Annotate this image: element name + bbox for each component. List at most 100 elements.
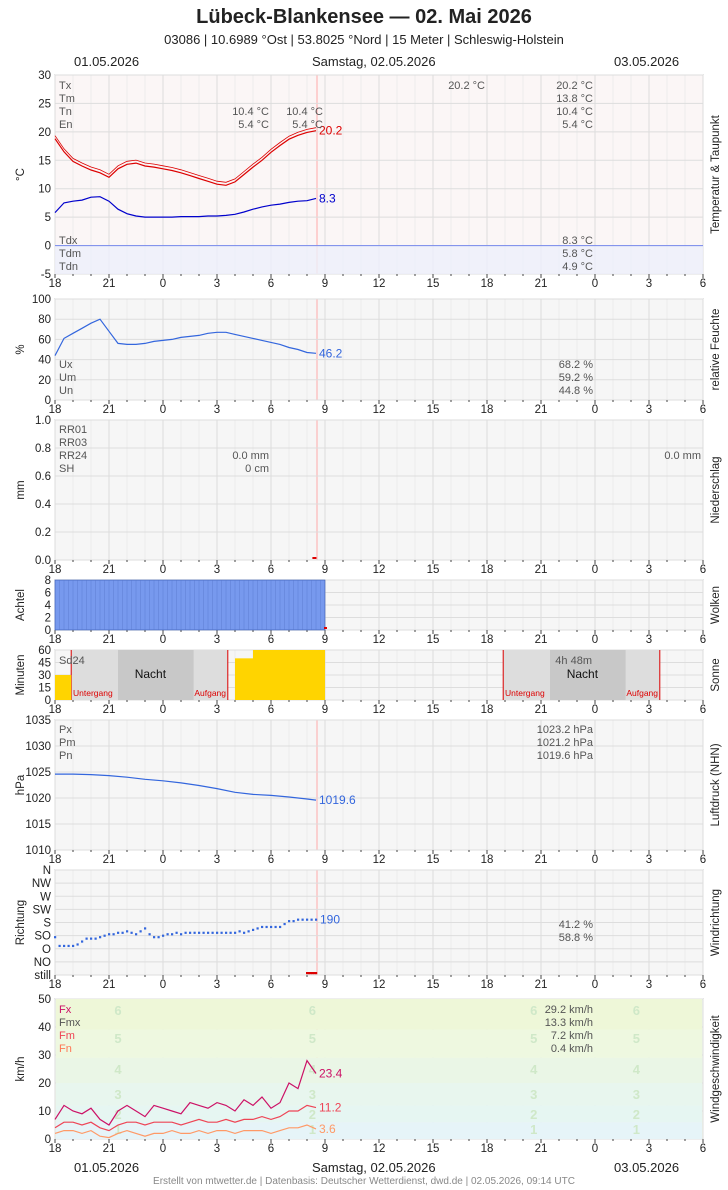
series-end-label: 46.2 xyxy=(319,346,343,360)
x-tick-label: 21 xyxy=(103,979,116,991)
beaufort-label: 1 xyxy=(530,1122,537,1137)
y-tick-label: 100 xyxy=(32,294,51,306)
wind-dir-point xyxy=(153,936,156,939)
stat-value: 10.4 °C xyxy=(556,106,593,118)
wind-dir-point xyxy=(58,944,61,948)
x-tick-label: 12 xyxy=(373,979,386,991)
y-tick-label: 20 xyxy=(38,375,51,387)
y-tick-label: 1015 xyxy=(25,819,51,831)
sun-bar xyxy=(55,675,72,700)
y-axis-label: % xyxy=(15,344,27,354)
beaufort-band xyxy=(56,999,702,1030)
wind-dir-point xyxy=(247,930,250,933)
wind-dir-point xyxy=(117,931,120,934)
x-tick-label: 12 xyxy=(373,1143,386,1155)
x-tick-label: 3 xyxy=(214,979,220,991)
wind-dir-point xyxy=(225,931,228,934)
wind-dir-point xyxy=(184,931,187,934)
y-tick-label: 60 xyxy=(38,645,51,657)
station-info: 03086 | 10.6989 °Ost | 53.8025 °Nord | 1… xyxy=(164,32,564,47)
beaufort-label: 6 xyxy=(530,1003,537,1018)
side-label: Windgeschwindigkeit xyxy=(710,1015,722,1123)
beaufort-band xyxy=(56,1122,702,1139)
x-tick-label: 18 xyxy=(49,704,62,716)
stat-label: Tdx xyxy=(59,235,78,247)
y-tick-label: 40 xyxy=(38,1022,51,1034)
x-tick-label: 9 xyxy=(322,634,328,646)
stat-value: 29.2 km/h xyxy=(545,1004,593,1016)
x-tick-label: 21 xyxy=(103,704,116,716)
stat-label: Fx xyxy=(59,1004,72,1016)
date-bar-top: 01.05.2026 Samstag, 02.05.2026 03.05.202… xyxy=(0,54,728,72)
x-tick-label: 6 xyxy=(268,404,274,416)
x-tick-label: 21 xyxy=(535,278,548,290)
x-tick-label: 18 xyxy=(481,564,494,576)
x-tick-label: 0 xyxy=(592,634,598,646)
y-tick-label: 0 xyxy=(45,395,51,407)
wind-dir-point xyxy=(220,931,223,934)
wind-dir-end-label: 190 xyxy=(320,913,340,927)
x-tick-label: 15 xyxy=(427,704,440,716)
x-tick-label: 21 xyxy=(103,404,116,416)
y-tick-label: 30 xyxy=(38,70,51,82)
night-label: Nacht xyxy=(135,667,167,681)
stat-value: 44.8 % xyxy=(559,385,593,397)
wind-dir-point xyxy=(256,927,259,930)
x-tick-label: 12 xyxy=(373,854,386,866)
x-tick-label: 3 xyxy=(646,1143,652,1155)
sd24-label: Sd24 xyxy=(59,655,85,667)
y-tick-label: 0.8 xyxy=(35,443,51,455)
beaufort-label: 6 xyxy=(114,1003,121,1018)
x-tick-label: 0 xyxy=(592,564,598,576)
x-tick-label: 3 xyxy=(646,278,652,290)
stat-label: RR03 xyxy=(59,437,87,449)
x-tick-label: 3 xyxy=(214,278,220,290)
wind-dir-point xyxy=(311,972,314,975)
side-label: Niederschlag xyxy=(710,456,722,523)
y-axis-label: Achtel xyxy=(15,589,27,621)
wind-dir-point xyxy=(63,944,66,948)
stat-value: 10.4 °C xyxy=(286,106,323,118)
x-tick-label: 21 xyxy=(103,1143,116,1155)
y-tick-label: 1.0 xyxy=(35,415,51,427)
stat-value: 1019.6 hPa xyxy=(537,750,594,762)
x-tick-label: 15 xyxy=(427,1143,440,1155)
stat-value: 20.2 °C xyxy=(448,80,485,92)
stat-label: Tx xyxy=(59,80,72,92)
wind-dir-point xyxy=(288,920,291,923)
stat-label: Fn xyxy=(59,1043,72,1055)
stat-label: Ux xyxy=(59,359,73,371)
series-line-0 xyxy=(54,318,317,356)
x-tick-label: 18 xyxy=(49,1143,62,1155)
y-tick-label: 15 xyxy=(38,683,51,695)
y-tick-label: 6 xyxy=(45,588,51,600)
beaufort-label: 4 xyxy=(633,1062,641,1077)
y-axis-label: °C xyxy=(15,168,27,181)
x-tick-label: 18 xyxy=(481,404,494,416)
y-tick-label: 50 xyxy=(38,994,51,1006)
y-tick-label: 0 xyxy=(45,695,51,707)
beaufort-label: 1 xyxy=(309,1122,316,1137)
wind-dir-point xyxy=(270,925,273,929)
y-tick-label: 2 xyxy=(45,613,51,625)
stat-value: 0.4 km/h xyxy=(551,1043,593,1055)
x-tick-label: 9 xyxy=(322,278,328,290)
y-tick-label: still xyxy=(34,970,51,982)
x-tick-label: 9 xyxy=(322,564,328,576)
beaufort-band xyxy=(56,1029,702,1058)
y-tick-label: 0.2 xyxy=(35,527,51,539)
stat-label: Pn xyxy=(59,750,72,762)
wind-dir-point xyxy=(162,934,165,937)
x-tick-label: 6 xyxy=(700,854,706,866)
x-tick-label: 21 xyxy=(103,634,116,646)
beaufort-label: 3 xyxy=(309,1087,316,1102)
x-tick-label: 15 xyxy=(427,979,440,991)
x-tick-label: 0 xyxy=(592,854,598,866)
series-line-max xyxy=(54,127,317,183)
side-label: Temperatur & Taupunkt xyxy=(710,114,722,233)
x-tick-label: 3 xyxy=(646,564,652,576)
wind-dir-point xyxy=(148,933,151,936)
x-tick-label: 15 xyxy=(427,404,440,416)
x-tick-label: 6 xyxy=(268,979,274,991)
